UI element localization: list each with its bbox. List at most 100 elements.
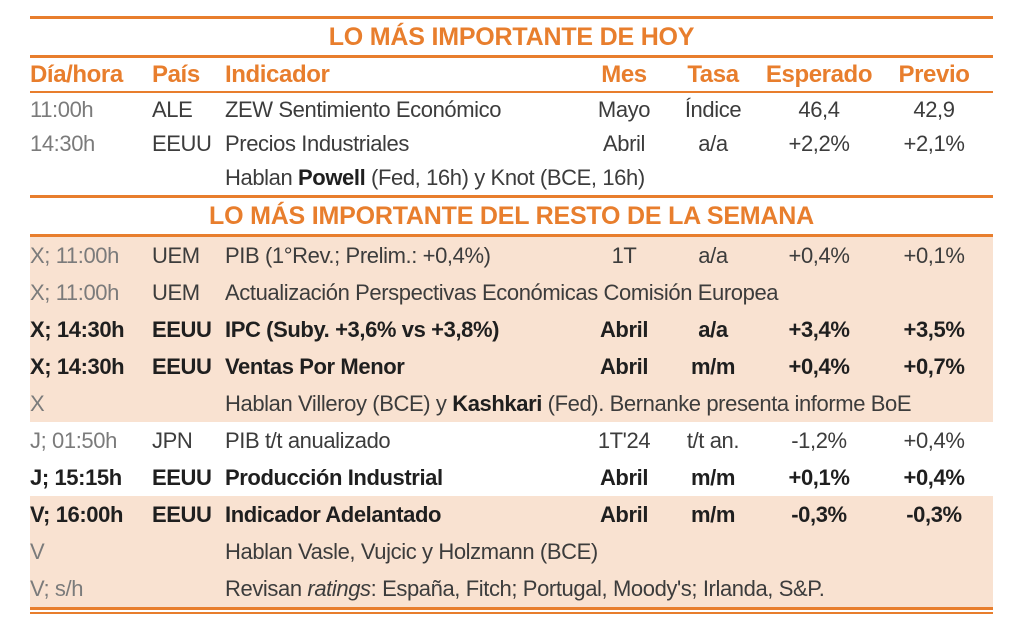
month-cell: 1T — [611, 242, 637, 268]
month-cell: Abril — [599, 316, 649, 342]
indicator-cell: Hablan Vasle, Vujcic y Holzmann (BCE) — [225, 538, 598, 564]
bottom-double-rule — [30, 607, 993, 614]
day-cell: V; 16:00h — [30, 501, 124, 527]
expected-cell: -1,2% — [791, 427, 847, 453]
bottom-rule-gap — [30, 610, 993, 612]
table-row: X; 11:00h UEM PIB (1°Rev.; Prelim.: +0,4%)… — [30, 237, 993, 274]
month-cell: Abril — [599, 353, 649, 379]
col-header-month: Mes — [601, 60, 647, 88]
day-cell: V — [30, 538, 45, 564]
day-cell: V; s/h — [30, 575, 84, 601]
previous-cell: +0,1% — [903, 242, 965, 268]
expected-cell: +0,4% — [788, 353, 850, 379]
table-row: Hablan Powell (Fed, 16h) y Knot (BCE, 16… — [30, 161, 993, 195]
day-cell: X; 14:30h — [30, 353, 125, 379]
rate-cell: Índice — [684, 97, 742, 122]
bottom-rule-thick — [30, 607, 993, 610]
expected-cell: -0,3% — [791, 501, 847, 527]
country-cell: EEUU — [152, 464, 212, 490]
economic-calendar-table: LO MÁS IMPORTANTE DE HOY Día/hora País I… — [30, 16, 993, 614]
previous-cell: +0,7% — [903, 353, 965, 379]
expected-cell: +3,4% — [788, 316, 850, 342]
section-title-today: LO MÁS IMPORTANTE DE HOY — [328, 23, 695, 51]
month-cell: Abril — [602, 131, 645, 156]
col-header-expected: Esperado — [765, 60, 873, 88]
col-header-rate: Tasa — [687, 60, 739, 88]
col-header-country: País — [152, 60, 200, 88]
top-rule — [30, 16, 993, 19]
expected-cell: +2,2% — [788, 131, 850, 156]
country-cell: ALE — [152, 97, 193, 122]
table-row: V Hablan Vasle, Vujcic y Holzmann (BCE) — [30, 533, 993, 570]
day-cell: X — [30, 390, 45, 416]
month-cell: Abril — [599, 501, 649, 527]
country-cell: UEM — [152, 279, 200, 305]
rate-cell: a/a — [698, 131, 728, 156]
table-row: X; 11:00h UEM Actualización Perspectivas E… — [30, 274, 993, 311]
previous-cell: +0,4% — [903, 464, 965, 490]
country-cell: EEUU — [152, 501, 212, 527]
table-row: J; 01:50h JPN PIB t/t anualizado 1T'24 t/t a… — [30, 422, 993, 459]
table-row: 14:30h EEUU Precios Industriales Abril a/a +2… — [30, 127, 993, 161]
table-row: X Hablan Villeroy (BCE) y Kashkari (Fed).… — [30, 385, 993, 422]
country-cell: EEUU — [152, 316, 212, 342]
indicator-cell: Ventas Por Menor — [225, 353, 405, 379]
day-cell: X; 11:00h — [30, 242, 119, 268]
bottom-rule-thin — [30, 612, 993, 614]
previous-cell: +3,5% — [903, 316, 965, 342]
section-title-rest-of-week: LO MÁS IMPORTANTE DEL RESTO DE LA SEMANA — [209, 202, 814, 230]
day-cell: X; 11:00h — [30, 279, 119, 305]
rate-cell: m/m — [690, 353, 736, 379]
day-cell: J; 15:15h — [30, 464, 122, 490]
day-cell: X; 14:30h — [30, 316, 125, 342]
indicator-cell: Indicador Adelantado — [225, 501, 442, 527]
rate-cell: t/t an. — [686, 427, 740, 453]
rate-cell: a/a — [698, 316, 728, 342]
month-cell: 1T'24 — [597, 427, 651, 453]
indicator-cell: PIB (1°Rev.; Prelim.: +0,4%) — [225, 242, 491, 268]
previous-cell: -0,3% — [906, 501, 962, 527]
indicator-cell: Precios Industriales — [225, 131, 409, 156]
table-row: X; 14:30h EEUU Ventas Por Menor Abril m/m +0,… — [30, 348, 993, 385]
table-row: X; 14:30h EEUU IPC (Suby. +3,6% vs +3,8%) A… — [30, 311, 993, 348]
country-cell: UEM — [152, 242, 200, 268]
rate-cell: m/m — [690, 501, 736, 527]
previous-cell: +0,4% — [903, 427, 965, 453]
day-cell: 11:00h — [30, 97, 94, 122]
indicator-cell: ZEW Sentimiento Económico — [225, 97, 502, 122]
indicator-cell: Hablan Villeroy (BCE) y Kashkari (Fed). … — [225, 390, 912, 416]
country-cell: JPN — [152, 427, 193, 453]
previous-cell: 42,9 — [913, 97, 955, 122]
table-row: J; 15:15h EEUU Producción Industrial Abril m… — [30, 459, 993, 496]
column-header-row: Día/hora País Indicador Mes Tasa Esperad… — [30, 58, 993, 91]
col-header-previous: Previo — [898, 60, 970, 88]
indicator-cell: Hablan Powell (Fed, 16h) y Knot (BCE, 16… — [225, 165, 645, 190]
table-row: V; s/h Revisan ratings: España, Fitch; Po… — [30, 570, 993, 607]
expected-cell: 46,4 — [798, 97, 840, 122]
rate-cell: a/a — [698, 242, 728, 268]
table-row: V; 16:00h EEUU Indicador Adelantado Abril m/… — [30, 496, 993, 533]
table-row: 11:00h ALE ZEW Sentimiento Económico Mayo Ín… — [30, 93, 993, 127]
expected-cell: +0,4% — [788, 242, 850, 268]
indicator-cell: Actualización Perspectivas Económicas Co… — [225, 279, 779, 305]
indicator-cell: Producción Industrial — [225, 464, 443, 490]
section-today-rows: 11:00h ALE ZEW Sentimiento Económico Mayo Ín… — [30, 93, 993, 195]
indicator-cell: PIB t/t anualizado — [225, 427, 391, 453]
expected-cell: +0,1% — [788, 464, 850, 490]
title2-bottom-rule — [30, 234, 993, 237]
country-cell: EEUU — [152, 353, 212, 379]
indicator-cell: Revisan ratings: España, Fitch; Portugal… — [225, 575, 825, 601]
country-cell: EEUU — [152, 131, 212, 156]
title-bottom-rule — [30, 55, 993, 58]
header-underline — [30, 91, 993, 93]
day-cell: J; 01:50h — [30, 427, 117, 453]
section-divider-rule — [30, 195, 993, 198]
month-cell: Abril — [599, 464, 649, 490]
rate-cell: m/m — [690, 464, 736, 490]
col-header-indicator: Indicador — [225, 60, 330, 88]
section-week-rows: X; 11:00h UEM PIB (1°Rev.; Prelim.: +0,4%)… — [30, 237, 993, 607]
previous-cell: +2,1% — [903, 131, 965, 156]
col-header-day: Día/hora — [30, 60, 123, 88]
indicator-cell: IPC (Suby. +3,6% vs +3,8%) — [225, 316, 500, 342]
month-cell: Mayo — [597, 97, 651, 122]
